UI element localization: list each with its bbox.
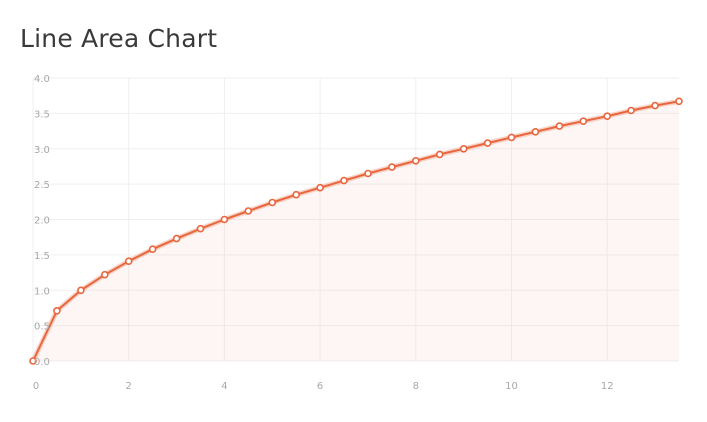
y-tick-label: 1.5 (34, 251, 50, 262)
data-point (316, 183, 324, 192)
y-tick-label: 0.5 (34, 322, 50, 333)
chart-title: Line Area Chart (20, 24, 218, 53)
data-point (388, 163, 396, 171)
data-point (555, 122, 564, 130)
y-tick-label: 2.5 (34, 180, 50, 191)
data-point (148, 245, 157, 253)
x-tick-label: 0 (33, 381, 39, 392)
data-point (292, 190, 301, 199)
line-layer (30, 98, 680, 363)
data-point (196, 224, 205, 233)
x-tick-label: 2 (126, 381, 132, 392)
series-line (32, 100, 680, 362)
data-point (579, 117, 588, 125)
area-layer (33, 101, 679, 362)
data-point (244, 207, 253, 215)
tick-labels: 0.0 0.5 1.0 1.5 2.0 2.5 3.0 3.5 4.0 0 2 4 6 8 10 12 (33, 74, 614, 392)
data-point (531, 128, 540, 136)
data-point (627, 106, 635, 115)
data-point (603, 112, 612, 120)
y-tick-label: 3.0 (34, 145, 50, 156)
y-tick-label: 0.0 (34, 357, 50, 368)
x-tick-label: 6 (317, 381, 323, 392)
data-point (483, 139, 492, 147)
data-point (507, 133, 516, 142)
data-point (101, 270, 109, 279)
data-point (411, 157, 420, 165)
data-point (675, 97, 683, 106)
data-point (124, 257, 133, 266)
series-area (33, 101, 679, 362)
y-tick-label: 2.0 (34, 216, 50, 227)
data-point (459, 145, 468, 153)
data-point (340, 176, 348, 185)
data-point (53, 306, 61, 315)
x-tick-label: 10 (505, 381, 518, 392)
data-point (651, 101, 659, 110)
data-point (29, 357, 37, 365)
data-point (364, 169, 372, 178)
data-point (435, 150, 444, 159)
grid (32, 77, 679, 362)
x-tick-label: 12 (601, 381, 614, 392)
data-point (77, 286, 85, 295)
x-tick-label: 8 (413, 381, 419, 392)
y-tick-label: 4.0 (34, 74, 50, 85)
data-point (220, 215, 229, 224)
data-point (172, 234, 181, 243)
data-point (268, 198, 277, 207)
point-layer (29, 97, 683, 365)
x-tick-label: 4 (221, 381, 227, 392)
y-tick-label: 1.0 (34, 286, 50, 297)
y-tick-label: 3.5 (34, 109, 50, 120)
